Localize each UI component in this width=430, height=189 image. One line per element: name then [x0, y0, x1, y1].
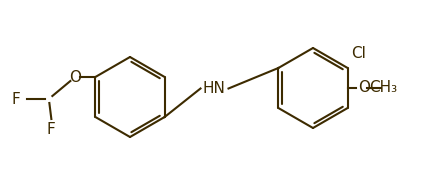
Text: F: F [12, 91, 21, 106]
Text: O: O [69, 70, 81, 84]
Text: O: O [358, 81, 370, 95]
Text: HN: HN [202, 81, 225, 96]
Text: CH₃: CH₃ [369, 81, 397, 95]
Text: Cl: Cl [350, 46, 366, 61]
Text: F: F [47, 122, 56, 136]
